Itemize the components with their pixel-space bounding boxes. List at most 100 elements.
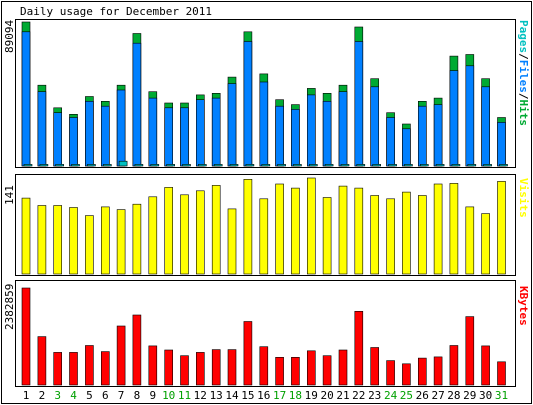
pages-bar bbox=[261, 164, 271, 167]
visits-bar bbox=[449, 183, 459, 275]
day-label: 4 bbox=[70, 389, 77, 402]
pages-bar bbox=[39, 164, 49, 167]
visits-bar bbox=[402, 191, 411, 275]
kbytes-bar bbox=[132, 314, 142, 386]
day-label: 16 bbox=[257, 389, 270, 402]
visits-bar bbox=[338, 185, 348, 275]
day-label: 10 bbox=[162, 389, 175, 402]
day-label: 7 bbox=[118, 389, 125, 402]
files-bar bbox=[21, 31, 31, 167]
hits-ymax-label: 89094 bbox=[3, 20, 16, 53]
visits-bar bbox=[322, 197, 332, 275]
hits-panel-frame bbox=[15, 19, 516, 168]
chart-title: Daily usage for December 2011 bbox=[20, 5, 212, 18]
day-label: 13 bbox=[210, 389, 223, 402]
visits-bar bbox=[69, 207, 78, 275]
kbytes-bar bbox=[370, 347, 380, 386]
visits-bar bbox=[180, 194, 189, 275]
files-bar bbox=[211, 97, 221, 167]
day-label: 27 bbox=[431, 389, 444, 402]
visits-ymax-label: 141 bbox=[3, 185, 16, 205]
kbytes-bar bbox=[417, 357, 427, 386]
kbytes-bar bbox=[21, 287, 31, 386]
kbytes-bar bbox=[338, 349, 348, 386]
pages-bar bbox=[118, 160, 128, 167]
files-bar bbox=[101, 105, 110, 167]
kbytes-bar bbox=[37, 336, 47, 386]
kbytes-bar bbox=[211, 349, 221, 386]
visits-bar bbox=[291, 187, 300, 275]
day-label: 1 bbox=[23, 389, 30, 402]
pages-bar bbox=[71, 164, 80, 167]
files-bar bbox=[386, 117, 395, 167]
pages-bar bbox=[356, 164, 366, 167]
pages-bar bbox=[213, 164, 223, 167]
kbytes-bar bbox=[481, 345, 490, 386]
kbytes-bar bbox=[259, 346, 269, 386]
kbytes-bar bbox=[322, 355, 332, 386]
kbytes-bar bbox=[148, 345, 158, 386]
files-bar bbox=[227, 83, 237, 167]
kbytes-bar bbox=[402, 363, 411, 386]
day-label: 15 bbox=[241, 389, 254, 402]
pages-bar bbox=[293, 164, 302, 167]
kbytes-bar bbox=[243, 321, 253, 386]
visits-bar bbox=[53, 205, 63, 275]
files-bar bbox=[196, 99, 205, 167]
visits-bar bbox=[132, 203, 142, 275]
kbytes-bar bbox=[386, 360, 395, 386]
files-bar bbox=[465, 65, 475, 167]
files-bar bbox=[433, 104, 443, 167]
legend-separator: / bbox=[517, 53, 530, 60]
visits-bar bbox=[465, 206, 475, 275]
visits-bar bbox=[497, 181, 506, 275]
pages-bar bbox=[87, 164, 96, 167]
kbytes-bar bbox=[164, 349, 173, 386]
pages-bar bbox=[308, 164, 318, 167]
pages-bar bbox=[435, 164, 445, 167]
day-label: 2 bbox=[39, 389, 46, 402]
files-bar bbox=[449, 70, 459, 167]
kbytes-bar bbox=[449, 345, 459, 386]
day-label: 5 bbox=[86, 389, 93, 402]
legend-files: Files bbox=[517, 60, 530, 93]
pages-bar bbox=[451, 164, 461, 167]
pages-bar bbox=[419, 164, 429, 167]
visits-bars bbox=[21, 177, 506, 275]
files-bar bbox=[370, 86, 380, 167]
files-bar bbox=[402, 128, 411, 167]
visits-bar bbox=[306, 177, 316, 275]
files-bar bbox=[37, 91, 47, 167]
day-label: 25 bbox=[400, 389, 413, 402]
hits-bars bbox=[21, 21, 508, 167]
visits-bar bbox=[85, 215, 94, 275]
files-bar bbox=[417, 105, 427, 167]
day-label: 14 bbox=[225, 389, 239, 402]
visits-bar bbox=[116, 209, 126, 275]
files-bar bbox=[132, 42, 142, 167]
pages-bar bbox=[150, 164, 160, 167]
files-bar bbox=[180, 107, 189, 167]
pages-bar bbox=[467, 164, 477, 167]
day-label: 6 bbox=[102, 389, 109, 402]
pages-bar bbox=[166, 164, 175, 167]
files-bar bbox=[116, 89, 126, 167]
visits-bar bbox=[370, 195, 380, 275]
pages-bar bbox=[134, 164, 144, 167]
day-label: 19 bbox=[305, 389, 318, 402]
kbytes-bar bbox=[227, 349, 237, 386]
files-bar bbox=[275, 105, 284, 167]
pages-bar bbox=[103, 164, 112, 167]
visits-bar bbox=[259, 198, 269, 275]
kbytes-bar bbox=[116, 325, 126, 386]
kbytes-bars bbox=[21, 287, 506, 386]
kbytes-bar bbox=[354, 310, 364, 386]
files-bar bbox=[322, 101, 332, 167]
day-label: 29 bbox=[463, 389, 476, 402]
kbytes-bar bbox=[69, 352, 78, 386]
day-label: 8 bbox=[134, 389, 141, 402]
day-label: 21 bbox=[336, 389, 349, 402]
kbytes-bar bbox=[433, 356, 443, 386]
pages-bar bbox=[245, 164, 255, 167]
